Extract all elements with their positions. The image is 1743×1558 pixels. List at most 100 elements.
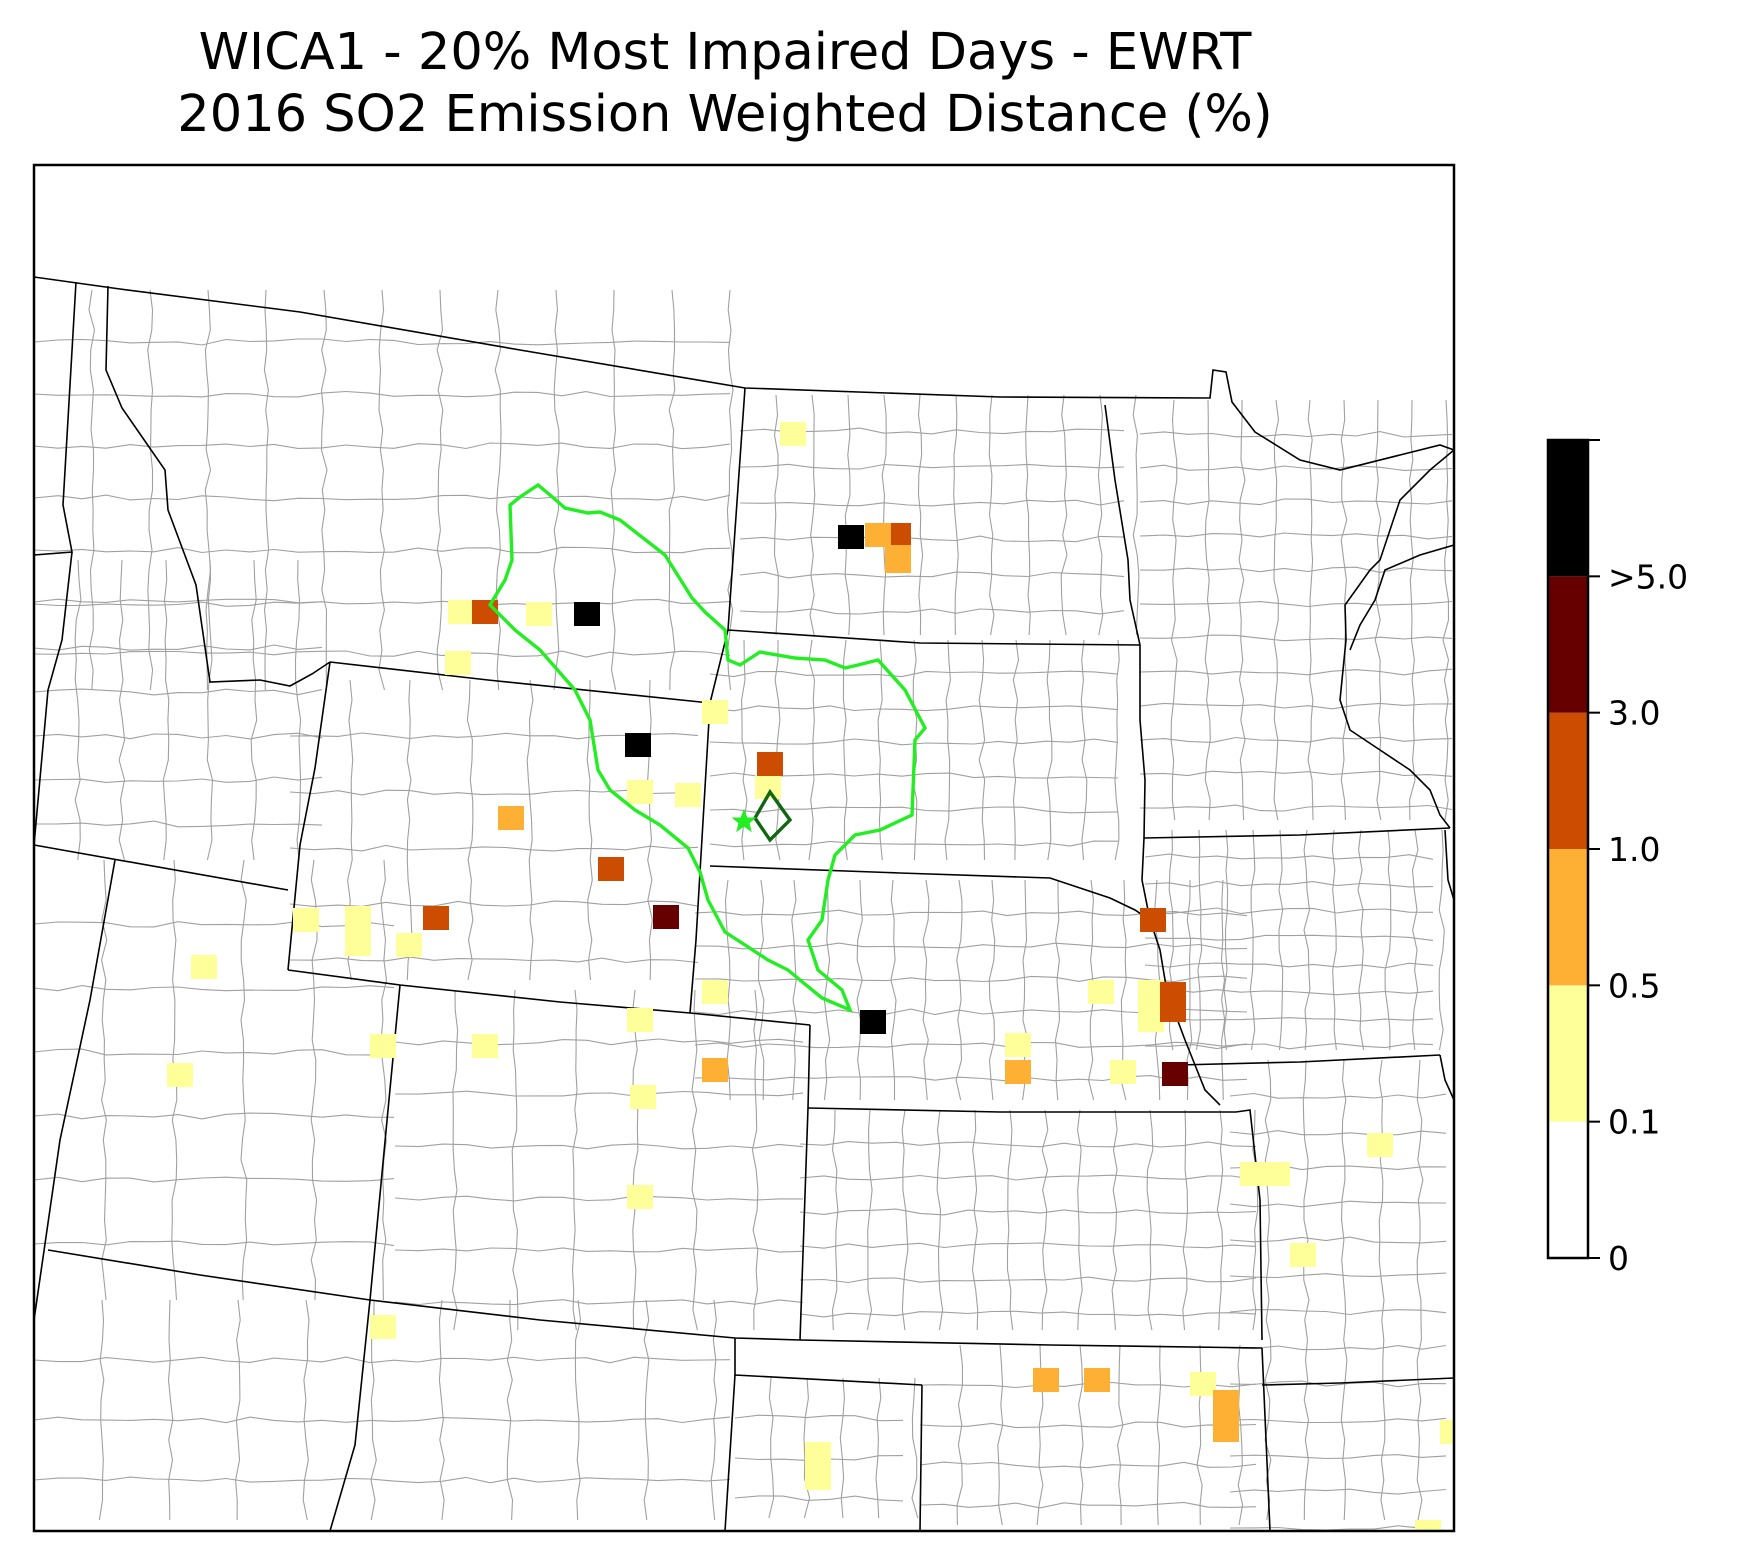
county-line xyxy=(1237,1344,1244,1526)
emission-cell xyxy=(702,700,728,724)
county-line xyxy=(1438,829,1445,1051)
county-line xyxy=(34,598,731,606)
county-line xyxy=(842,639,848,861)
emission-cell xyxy=(191,955,217,979)
county-line xyxy=(1144,1043,1434,1050)
county-line xyxy=(320,289,328,691)
emission-cell xyxy=(526,602,552,626)
county-line xyxy=(1229,1525,1447,1531)
emission-cell xyxy=(598,857,624,881)
county-line xyxy=(74,559,82,861)
colorbar-bin xyxy=(1548,1121,1588,1258)
county-line xyxy=(1411,829,1419,1051)
emission-cell xyxy=(472,1034,498,1058)
county-line xyxy=(1170,399,1178,821)
state-boundary-nd-mn xyxy=(1104,404,1141,646)
state-boundary-mn-ia xyxy=(1143,827,1451,839)
county-line xyxy=(1273,399,1280,821)
emission-cell xyxy=(498,806,524,830)
title-line-2: 2016 SO2 Emission Weighted Distance (%) xyxy=(177,85,1273,144)
county-line xyxy=(1442,399,1450,821)
county-line xyxy=(34,776,323,783)
emission-cell xyxy=(1290,1243,1316,1267)
county-line xyxy=(1139,498,1453,506)
county-line xyxy=(643,1299,650,1521)
county-line xyxy=(394,1247,804,1253)
county-line xyxy=(34,390,731,398)
county-line xyxy=(240,859,248,1301)
colorbar-tick-label: >5.0 xyxy=(1608,557,1688,596)
colorbar-frame xyxy=(1546,438,1590,1260)
colorbar-tick-label: 0.1 xyxy=(1608,1103,1660,1142)
county-line xyxy=(302,1299,310,1521)
county-line xyxy=(953,394,959,636)
county-line xyxy=(263,289,270,691)
county-line xyxy=(956,1344,964,1526)
county-line xyxy=(911,1377,919,1519)
county-line xyxy=(694,942,1248,950)
county-line xyxy=(451,989,459,1331)
county-line xyxy=(1331,829,1337,1051)
emission-cell xyxy=(1190,1372,1216,1396)
county-line xyxy=(1307,399,1314,821)
county-line xyxy=(34,1048,395,1056)
county-line xyxy=(647,679,653,981)
state-boundary-ne-ks xyxy=(807,1107,1236,1113)
county-line xyxy=(694,1075,1248,1082)
county-line xyxy=(944,639,951,861)
county-line xyxy=(394,1299,804,1306)
county-line xyxy=(875,1377,882,1519)
county-line xyxy=(997,1344,1004,1526)
colorbar-bin xyxy=(1548,849,1588,986)
county-line xyxy=(856,879,863,1101)
county-line xyxy=(1012,639,1020,861)
colorbar-bin xyxy=(1548,440,1588,577)
county-line xyxy=(34,688,323,696)
county-line xyxy=(799,1276,1257,1284)
county-line xyxy=(1144,853,1434,860)
county-line xyxy=(739,499,1125,507)
county-line xyxy=(1416,1059,1424,1521)
county-line xyxy=(901,1109,909,1331)
emission-cell xyxy=(627,1185,653,1209)
county-line xyxy=(1139,532,1453,540)
county-line xyxy=(1229,1130,1447,1136)
county-line xyxy=(1114,639,1120,861)
county-line xyxy=(1139,804,1453,812)
county-line xyxy=(734,1414,904,1422)
county-line xyxy=(34,732,323,740)
county-line xyxy=(571,989,578,1331)
county-line xyxy=(1139,668,1453,676)
emission-cell xyxy=(574,602,600,626)
state-boundary-id-wy xyxy=(287,661,331,971)
county-line xyxy=(34,1476,731,1484)
county-line xyxy=(919,1461,1257,1469)
title-line-1: WICA1 - 20% Most Impaired Days - EWRT xyxy=(198,23,1252,82)
state-boundary-wi-ia-il xyxy=(1444,829,1454,901)
county-line xyxy=(506,1299,514,1521)
county-line xyxy=(250,559,258,861)
county-line xyxy=(632,989,639,1331)
emission-cell xyxy=(1005,1033,1031,1057)
county-line xyxy=(877,639,883,861)
emission-cell xyxy=(757,752,783,776)
county-line xyxy=(799,1141,1257,1148)
county-line xyxy=(881,394,887,636)
state-boundary-ia-mo xyxy=(1177,1054,1441,1066)
county-line xyxy=(574,1299,582,1521)
state-boundary-nm-tx xyxy=(724,1374,736,1531)
state-boundary-id-nv-ut xyxy=(34,844,289,891)
county-line xyxy=(739,608,1125,615)
emission-cell xyxy=(1140,908,1166,932)
county-line xyxy=(147,289,154,691)
county-line xyxy=(34,546,731,554)
county-line xyxy=(610,289,617,691)
county-line xyxy=(1139,566,1453,573)
county-line xyxy=(406,679,413,981)
county-line xyxy=(1139,431,1453,438)
emission-cell xyxy=(370,1315,396,1339)
county-line xyxy=(1229,1344,1447,1351)
county-line xyxy=(917,394,924,636)
county-line xyxy=(809,394,816,636)
